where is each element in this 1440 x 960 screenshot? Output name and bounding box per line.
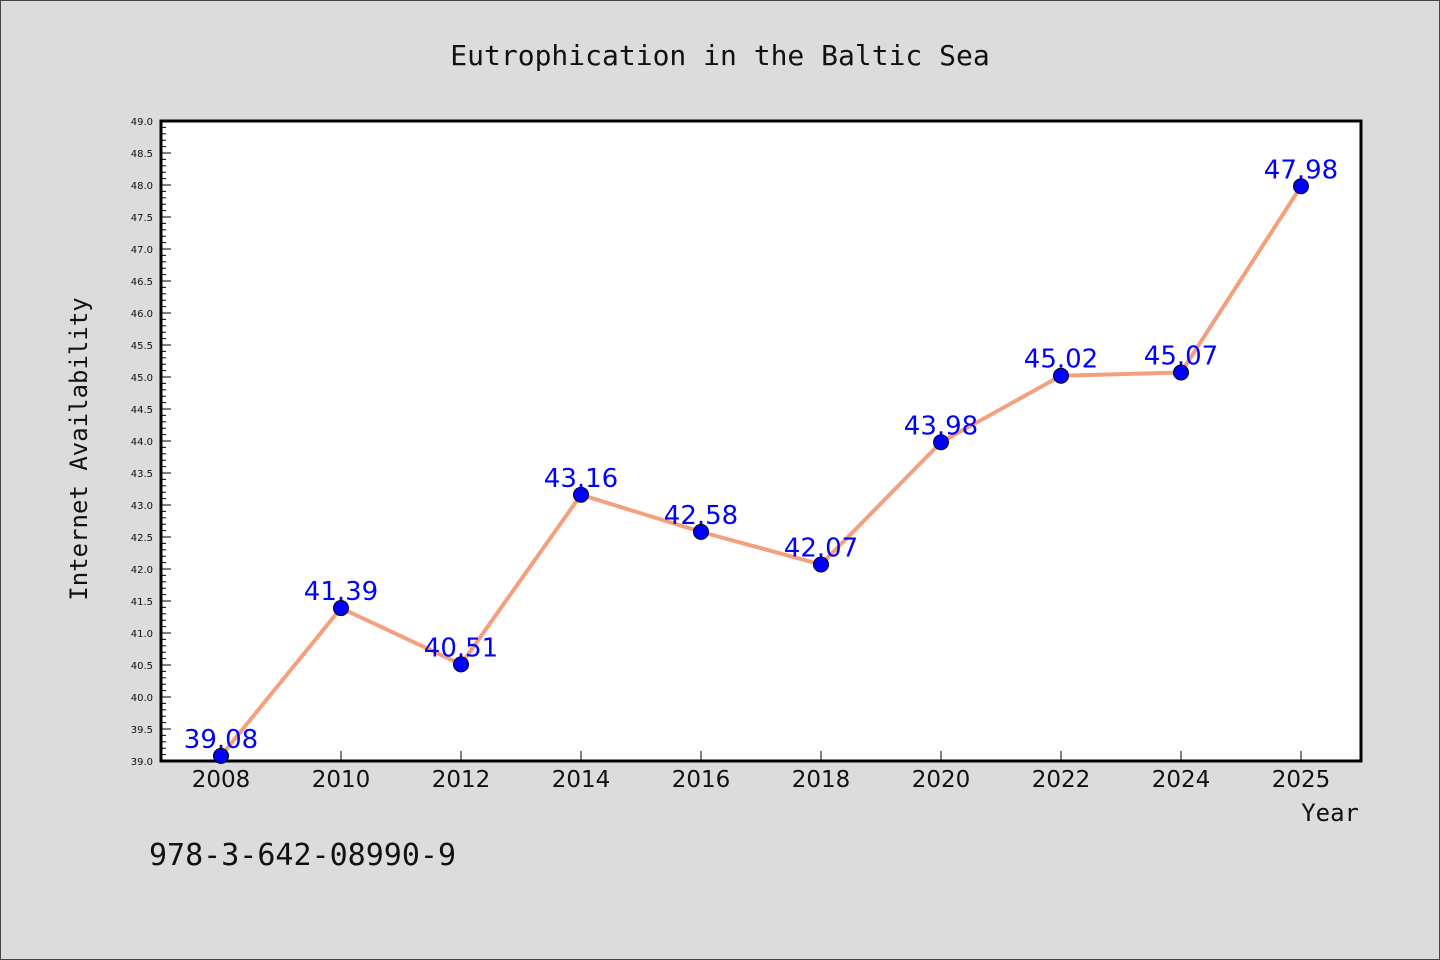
- data-point: [333, 600, 349, 617]
- x-tick-label: 2012: [432, 767, 491, 793]
- data-label: 42.07: [784, 534, 858, 564]
- x-tick-label: 2020: [912, 767, 971, 793]
- data-label: 42.58: [664, 501, 738, 531]
- y-tick-label: 42.5: [131, 533, 153, 544]
- data-label: 43.98: [904, 411, 978, 441]
- data-point: [813, 556, 829, 573]
- data-label: 41.39: [304, 577, 378, 607]
- footer-isbn: 978-3-642-08990-9: [149, 838, 456, 873]
- series-layer: [213, 178, 1309, 764]
- y-tick-label: 46.5: [131, 277, 153, 288]
- y-tick-label: 40.5: [131, 661, 153, 672]
- data-label: 45.07: [1144, 342, 1218, 372]
- y-tick-label: 41.5: [131, 597, 153, 608]
- y-tick-label: 46.0: [131, 309, 153, 320]
- x-tick-label: 2024: [1152, 767, 1211, 793]
- y-tick-label: 39.0: [131, 757, 153, 768]
- y-tick-label: 40.0: [131, 693, 153, 704]
- plot-area: [159, 119, 1363, 763]
- y-tick-label: 42.0: [131, 565, 153, 576]
- y-tick-label: 45.0: [131, 373, 153, 384]
- chart-title: Eutrophication in the Baltic Sea: [450, 39, 989, 72]
- y-tick-label: 44.0: [131, 437, 153, 448]
- y-tick-label: 44.5: [131, 405, 153, 416]
- series-line: [219, 185, 1303, 758]
- data-point: [933, 434, 949, 451]
- data-point: [573, 486, 589, 503]
- y-tick-label: 39.5: [131, 725, 153, 736]
- data-point: [1173, 364, 1189, 381]
- x-tick-label: 2014: [552, 767, 611, 793]
- y-axis: 39.0 39.5 40.0 40.5 41.0 41.5 42.0 42.5 43.0 43.5…: [131, 117, 171, 768]
- y-tick-label: 45.5: [131, 341, 153, 352]
- data-label: 39.08: [184, 725, 258, 755]
- data-point: [453, 656, 469, 673]
- y-axis-title: Internet Availability: [65, 297, 93, 600]
- x-tick-label: 2022: [1032, 767, 1091, 793]
- data-label: 45.02: [1024, 345, 1098, 375]
- data-point: [693, 523, 709, 540]
- y-tick-label: 43.0: [131, 501, 153, 512]
- y-tick-label: 41.0: [131, 629, 153, 640]
- y-tick-label: 47.5: [131, 213, 153, 224]
- x-tick-label: 2010: [312, 767, 371, 793]
- x-axis-title: Year: [1301, 799, 1359, 827]
- x-tick-label: 2008: [192, 767, 251, 793]
- data-label: 40.51: [424, 633, 498, 663]
- x-tick-label: 2025: [1272, 767, 1331, 793]
- y-tick-label: 49.0: [131, 117, 153, 128]
- y-tick-label: 47.0: [131, 245, 153, 256]
- x-tick-label: 2016: [672, 767, 731, 793]
- x-axis: 2008 2010 2012 2014 2016 2018 2020 2022 2024 2025: [192, 751, 1331, 793]
- x-tick-label: 2018: [792, 767, 851, 793]
- y-tick-label: 43.5: [131, 469, 153, 480]
- y-tick-label: 48.0: [131, 181, 153, 192]
- data-point: [213, 747, 229, 764]
- data-point: [1293, 178, 1309, 195]
- data-labels: 39.08 41.39 40.51 43.16 42.58 42.07 43.98 45.02…: [184, 155, 1338, 755]
- y-tick-label: 48.5: [131, 149, 153, 160]
- data-label: 43.16: [544, 464, 618, 494]
- data-label: 47.98: [1264, 155, 1338, 185]
- data-point: [1053, 367, 1069, 384]
